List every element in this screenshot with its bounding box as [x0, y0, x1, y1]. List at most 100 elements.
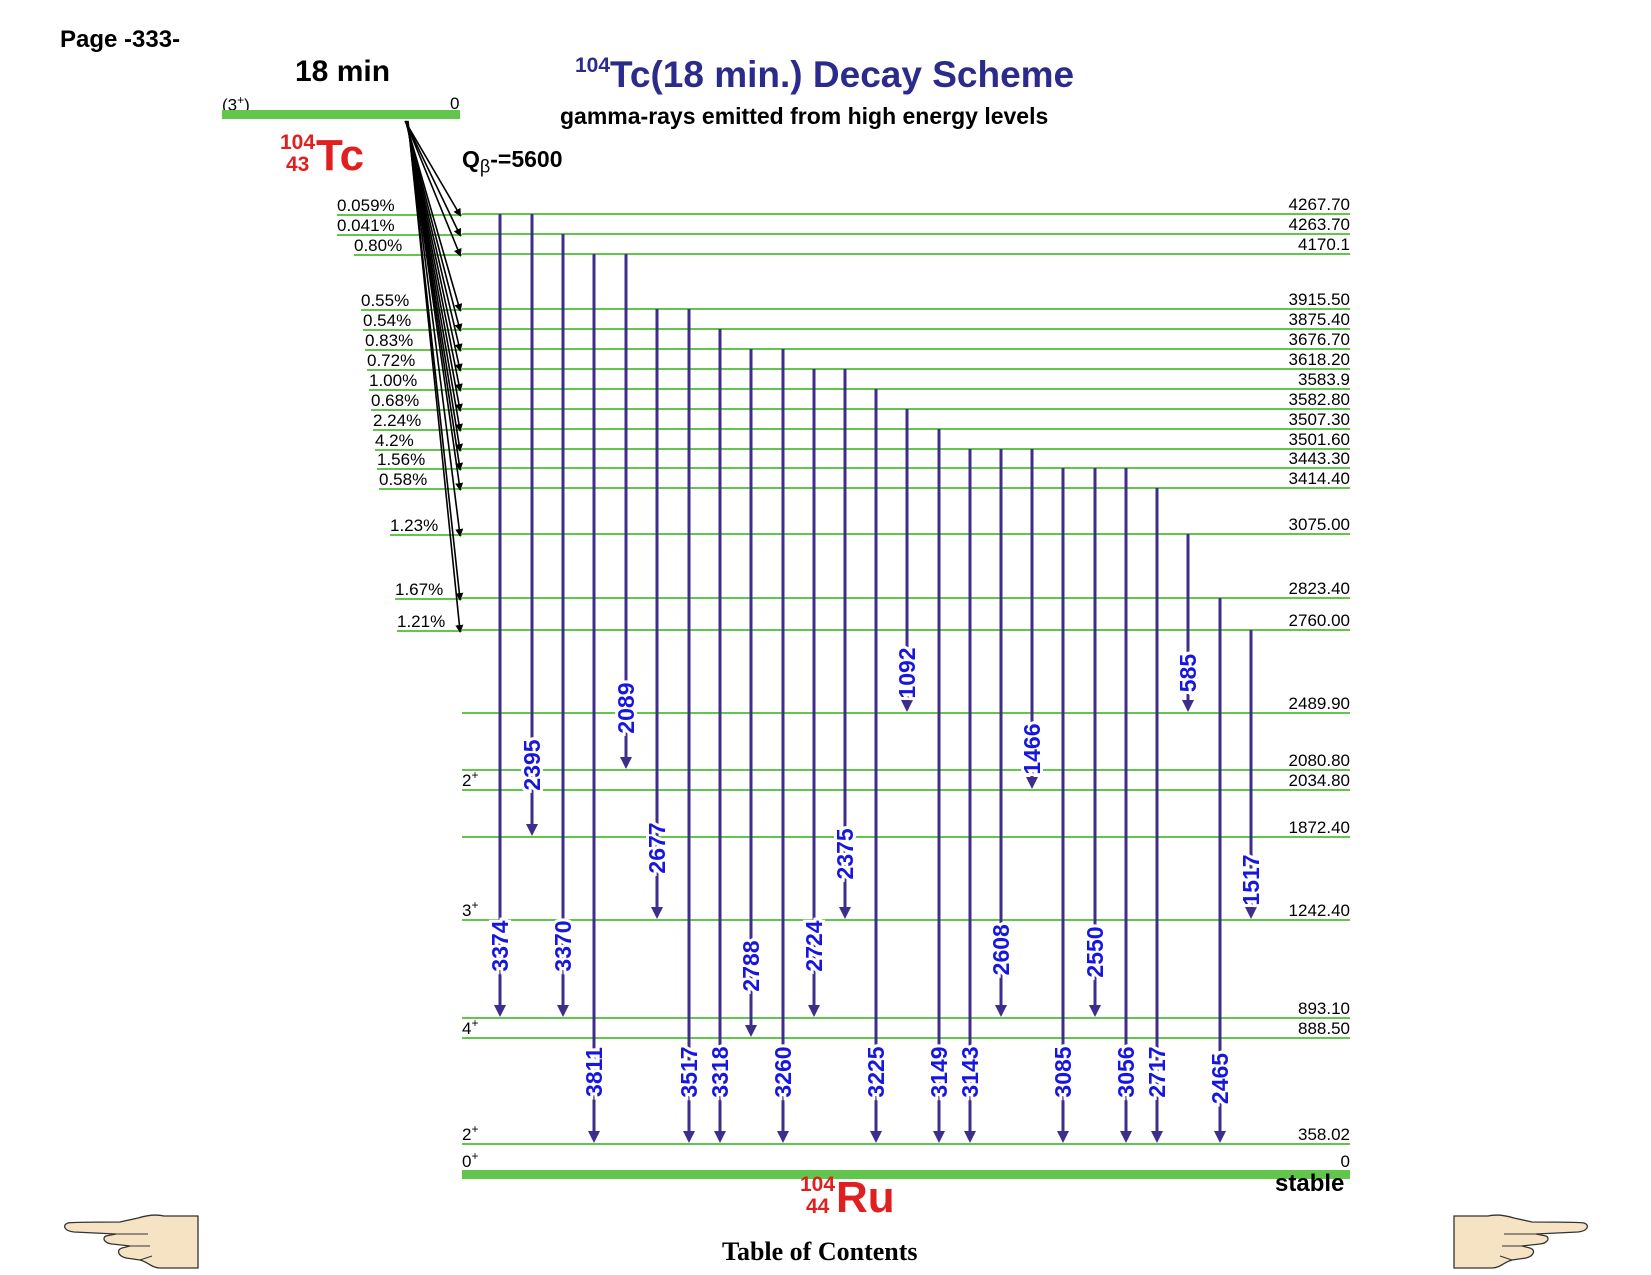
gamma-energy-label: 2089 — [613, 682, 639, 733]
level-energy-label: 4263.70 — [1289, 215, 1350, 234]
gamma-energy-label: 3260 — [770, 1046, 796, 1097]
gamma-energy-label: 2717 — [1144, 1046, 1170, 1097]
level-energy-label: 2760.00 — [1289, 611, 1350, 630]
beta-feeding-arrow — [404, 120, 462, 217]
gamma-energy-label: 2788 — [738, 940, 764, 991]
gamma-arrowhead — [777, 1131, 789, 1143]
beta-feeding-label: 0.72% — [367, 351, 415, 370]
gamma-arrowhead — [620, 757, 632, 769]
page-subtitle: gamma-rays emitted from high energy leve… — [560, 103, 1049, 129]
beta-feeding-label: 1.21% — [397, 612, 445, 631]
gamma-energy-label: 2375 — [832, 828, 858, 879]
beta-feeding-label: 0.80% — [354, 236, 402, 255]
beta-feeding-label: 0.68% — [371, 391, 419, 410]
title-mass-number: 104 — [575, 54, 611, 77]
gamma-energy-label: 2608 — [988, 924, 1014, 975]
pointing-hand-right-icon[interactable] — [1452, 1210, 1592, 1272]
level-spin-label: 3+ — [462, 898, 478, 920]
level-energy-label: 2489.90 — [1289, 694, 1350, 713]
gamma-arrowhead — [870, 1131, 882, 1143]
pointing-hand-left-icon[interactable] — [60, 1210, 200, 1272]
gamma-energy-label: 3374 — [487, 920, 513, 971]
gamma-energy-label: 2465 — [1207, 1053, 1233, 1104]
level-energy-label: 893.10 — [1298, 999, 1350, 1018]
level-spin-label: 4+ — [462, 1016, 478, 1038]
beta-feeding-arrow — [406, 120, 464, 537]
level-spin-label: 2+ — [462, 1122, 478, 1144]
gamma-arrowhead — [651, 907, 663, 919]
level-energy-label: 3618.20 — [1289, 350, 1350, 369]
beta-feeding-label: 0.83% — [365, 331, 413, 350]
gamma-arrowhead — [995, 1005, 1007, 1017]
gamma-energy-label: 1092 — [894, 647, 920, 698]
gamma-arrowhead — [1026, 777, 1038, 789]
page-label: Page -333- — [60, 26, 181, 53]
gamma-energy-label: 1466 — [1019, 723, 1045, 774]
parent-mass-number: 104 — [280, 131, 316, 154]
level-energy-label: 3507.30 — [1289, 410, 1350, 429]
level-energy-label: 2823.40 — [1289, 579, 1350, 598]
gamma-arrowhead — [901, 700, 913, 712]
gamma-energy-label: 3143 — [957, 1046, 983, 1097]
gamma-arrowhead — [1057, 1131, 1069, 1143]
gamma-arrowhead — [588, 1131, 600, 1143]
beta-feeding-label: 1.67% — [395, 580, 443, 599]
gamma-energy-label: 2395 — [519, 739, 545, 790]
parent-half-life: 18 min — [295, 55, 391, 88]
gamma-arrowhead — [526, 824, 538, 836]
gamma-energy-label: 3370 — [550, 920, 576, 971]
gamma-arrowhead — [808, 1005, 820, 1017]
level-energy-label: 3915.50 — [1289, 290, 1350, 309]
gamma-arrowhead — [839, 907, 851, 919]
gamma-energy-label: 3225 — [863, 1046, 889, 1097]
table-of-contents-link[interactable]: Table of Contents — [722, 1237, 918, 1266]
beta-feeding-label: 0.58% — [379, 470, 427, 489]
gamma-arrowhead — [1214, 1131, 1226, 1143]
stable-label: stable — [1275, 1170, 1345, 1197]
ground-state-bar — [462, 1170, 1350, 1179]
gamma-energy-label: 2677 — [644, 822, 670, 873]
gamma-arrowhead — [683, 1131, 695, 1143]
gamma-transitions: 3374 2395 3370 3811 2089 2677 3517 3318 2788 3260… — [484, 214, 1267, 1143]
level-energy-label: 2080.80 — [1289, 751, 1350, 770]
gamma-arrowhead — [1089, 1005, 1101, 1017]
beta-feeding-label: 1.23% — [390, 516, 438, 535]
gamma-energy-label: 585 — [1175, 654, 1201, 693]
beta-feeding-label: 2.24% — [373, 411, 421, 430]
beta-feeding-arrow — [404, 120, 462, 257]
gamma-arrowhead — [745, 1025, 757, 1037]
gamma-arrowhead — [494, 1005, 506, 1017]
gamma-arrowhead — [933, 1131, 945, 1143]
daughter-nuclide-label: 104 44 Ru — [800, 1174, 910, 1224]
daughter-atomic-number: 44 — [806, 1195, 830, 1218]
beta-feeding-arrows: 0.059%0.041%0.80% 0.55%0.54%0.83%0.72%1.0… — [337, 120, 464, 633]
level-spin-label: 2+ — [462, 768, 478, 790]
beta-feeding-label: 4.2% — [375, 431, 414, 450]
level-energy-label: 888.50 — [1298, 1019, 1350, 1038]
gamma-energy-label: 2724 — [801, 920, 827, 971]
gamma-energy-label: 3517 — [676, 1046, 702, 1097]
level-energy-label: 3414.40 — [1289, 469, 1350, 488]
beta-feeding-label: 1.00% — [369, 371, 417, 390]
gamma-energy-label: 2550 — [1082, 926, 1108, 977]
gamma-arrowhead — [714, 1131, 726, 1143]
gamma-energy-label: 3085 — [1050, 1046, 1076, 1097]
level-energy-label: 4267.70 — [1289, 195, 1350, 214]
level-energy-label: 2034.80 — [1289, 771, 1350, 790]
parent-level-bar — [222, 110, 460, 119]
beta-feeding-label: 1.56% — [377, 450, 425, 469]
gamma-arrowhead — [1151, 1131, 1163, 1143]
gamma-energy-label: 3149 — [926, 1046, 952, 1097]
level-energy-label: 3501.60 — [1289, 430, 1350, 449]
beta-feeding-label: 0.059% — [337, 196, 395, 215]
gamma-energy-label: 1517 — [1238, 854, 1264, 905]
daughter-mass-number: 104 — [800, 1173, 836, 1196]
beta-feeding-label: 0.54% — [363, 311, 411, 330]
parent-nuclide-label: 104 43 Tc — [280, 132, 390, 182]
level-energy-label: 0 — [1341, 1152, 1350, 1171]
beta-feeding-arrow — [407, 120, 464, 633]
level-energy-label: 3875.40 — [1289, 310, 1350, 329]
level-spin-label: 0+ — [462, 1149, 478, 1171]
